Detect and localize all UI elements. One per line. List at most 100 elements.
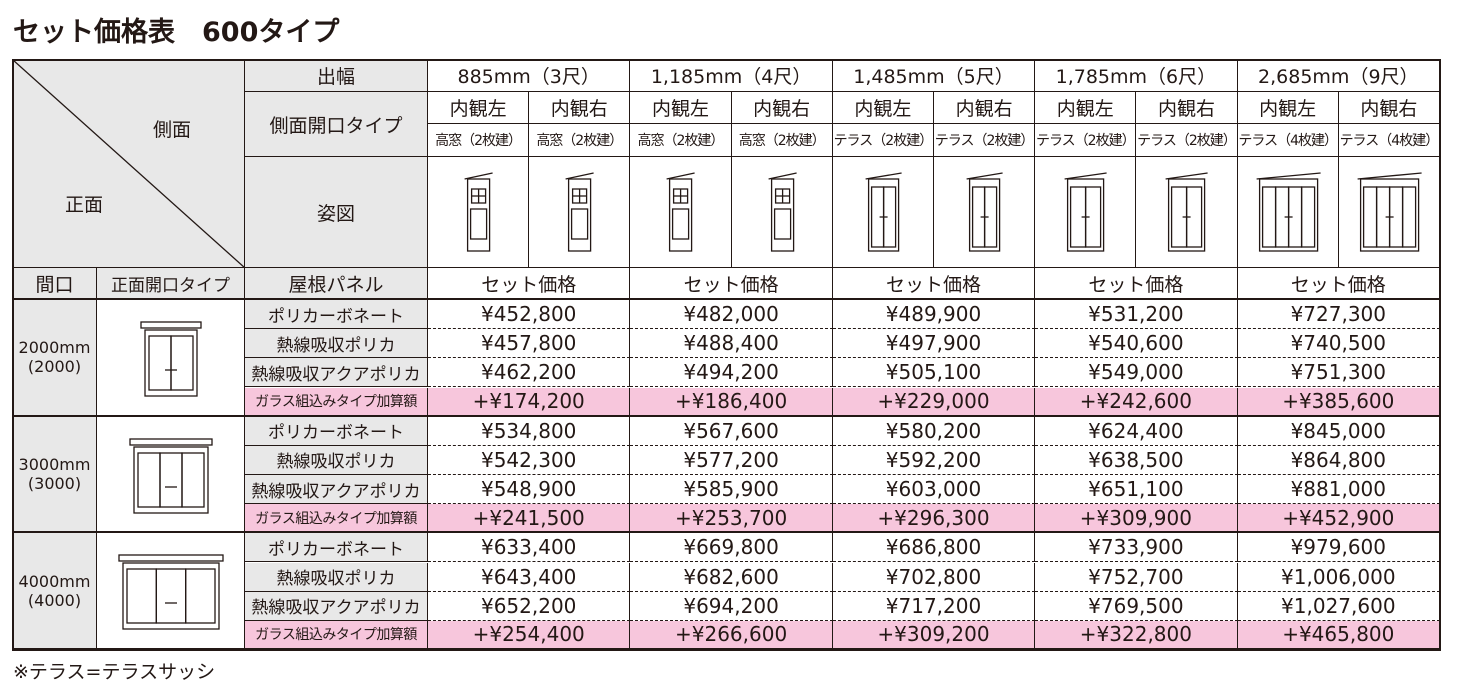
corner-side-label: 側面 [153,119,192,141]
price-header: セット価格 [428,268,631,300]
set-price: ¥717,200 [832,591,1036,621]
panel-name: 熱線吸収アクアポリカ [245,475,428,505]
set-price: ¥751,300 [1237,358,1440,388]
title: セット価格表 600タイプ [13,17,340,48]
set-price: ¥652,200 [428,591,631,621]
panel-name: 熱線吸収アクアポリカ [245,358,428,388]
set-price: ¥1,027,600 [1237,591,1440,621]
set-price: ¥488,400 [630,329,833,359]
addition-price: +¥452,900 [1237,504,1440,534]
header-roof: 屋根パネル [245,268,428,300]
addition-price: +¥322,800 [1035,620,1238,650]
set-price: ¥489,900 [832,300,1036,330]
addition-price: +¥254,400 [428,620,631,650]
set-price: ¥979,600 [1237,533,1440,563]
set-price: ¥881,000 [1237,475,1440,505]
set-price: ¥1,006,000 [1237,562,1440,592]
side-figure [1338,157,1440,268]
set-price: ¥494,200 [630,358,833,388]
side-figure [529,157,631,268]
panel-name: ガラス組込みタイプ加算額 [245,387,428,417]
set-price: ¥452,800 [428,300,631,330]
figure-drawing [1064,172,1107,252]
set-price: ¥577,200 [630,445,833,475]
row-label: 出幅 [245,60,428,92]
addition-price: +¥186,400 [630,387,833,417]
price-header: セット価格 [1237,268,1440,300]
column-depth: 2,685mm（9尺） [1237,60,1440,92]
side-type: テラス（2枚建） [1035,124,1137,157]
set-price: ¥638,500 [1035,445,1238,475]
addition-price: +¥385,600 [1237,387,1440,417]
addition-price: +¥465,800 [1237,620,1440,650]
set-price: ¥567,600 [630,416,833,446]
figure-drawing [1256,172,1321,252]
side-figure [1136,157,1238,268]
side-figure [630,157,732,268]
column-depth: 1,785mm（6尺） [1035,60,1238,92]
set-price: ¥534,800 [428,416,631,446]
side-view: 内観左 [832,92,934,124]
side-type: テラス（2枚建） [1136,124,1238,157]
group-width: 3000mm (3000) [13,416,97,534]
set-price: ¥548,900 [428,475,631,505]
side-figure [832,157,934,268]
width-sub-label: (3000) [27,473,82,493]
width-label: 3000mm [18,454,91,474]
addition-price: +¥242,600 [1035,387,1238,417]
column-depth: 1,185mm（4尺） [630,60,833,92]
set-price: ¥864,800 [1237,445,1440,475]
addition-price: +¥309,200 [832,620,1036,650]
addition-price: +¥241,500 [428,504,631,534]
column-depth: 1,485mm（5尺） [832,60,1036,92]
addition-price: +¥296,300 [832,504,1036,534]
set-price: ¥682,600 [630,562,833,592]
addition-price: +¥266,600 [630,620,833,650]
group-width: 2000mm (2000) [13,300,97,417]
panel-name: 熱線吸収アクアポリカ [245,591,428,621]
side-view: 内観右 [1136,92,1238,124]
figure-drawing [1165,172,1209,252]
figure-drawing [865,172,902,252]
set-price: ¥694,200 [630,591,833,621]
addition-price: +¥229,000 [832,387,1036,417]
set-price: ¥542,300 [428,445,631,475]
row-label: 側面開口タイプ [245,92,428,157]
side-type: テラス（2枚建） [934,124,1036,157]
set-price: ¥585,900 [630,475,833,505]
side-type: 高窓（2枚建） [731,124,833,157]
figure-drawing [966,172,1003,252]
figure-drawing [118,554,224,630]
addition-price: +¥174,200 [428,387,631,417]
side-type: テラス（4枚建） [1338,124,1440,157]
figure-drawing [1357,172,1422,252]
group-front-figure [97,416,245,534]
figure-drawing [464,172,493,252]
addition-price: +¥253,700 [630,504,833,534]
figure-drawing [129,438,213,514]
price-header: セット価格 [1035,268,1238,300]
side-view: 内観右 [1338,92,1440,124]
footnote: ※テラス=テラスサッシ [13,661,216,683]
group-front-figure [97,533,245,650]
set-price: ¥740,500 [1237,329,1440,359]
header-front-opening: 正面開口タイプ [97,268,245,300]
set-price: ¥651,100 [1035,475,1238,505]
set-price: ¥624,400 [1035,416,1238,446]
width-label: 4000mm [18,571,91,591]
set-price: ¥733,900 [1035,533,1238,563]
panel-name: 熱線吸収ポリカ [245,562,428,592]
set-price: ¥497,900 [832,329,1036,359]
panel-name: ポリカーボネート [245,416,428,446]
set-price: ¥549,000 [1035,358,1238,388]
set-price: ¥702,800 [832,562,1036,592]
group-width: 4000mm (4000) [13,533,97,650]
figure-drawing [768,172,797,252]
side-figure [934,157,1036,268]
width-sub-label: (2000) [27,357,82,377]
corner-cell: 側面 正面 [13,60,245,268]
panel-name: ポリカーボネート [245,533,428,563]
set-price: ¥540,600 [1035,329,1238,359]
